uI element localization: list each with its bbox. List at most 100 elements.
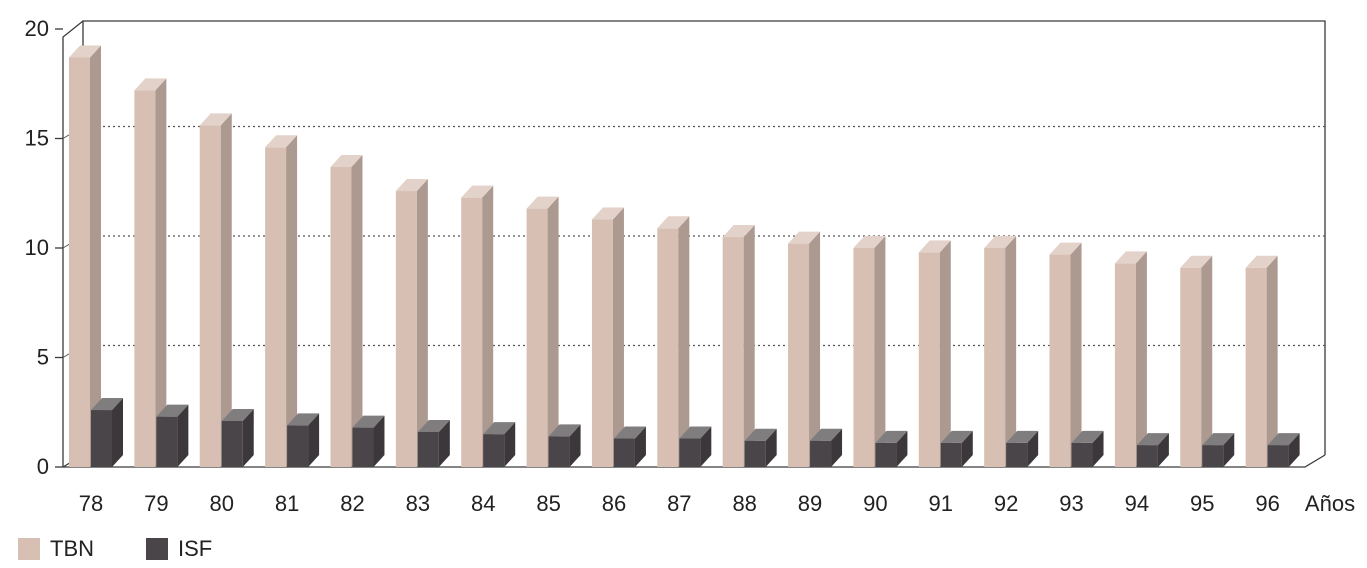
bar-isf-86-side: [634, 426, 646, 467]
x-tick-label: 80: [209, 491, 233, 516]
bar-isf-85-side: [569, 424, 581, 467]
bar-isf-93: [1071, 442, 1093, 467]
bar-isf-91-top: [940, 430, 973, 443]
bar-tbn-85-side: [547, 196, 559, 467]
x-tick-label: 78: [79, 491, 103, 516]
bar-isf-83: [417, 431, 439, 467]
bar-tbn-81-side: [286, 135, 298, 467]
bar-tbn-88-top: [722, 225, 755, 238]
bar-isf-80-side: [242, 409, 254, 467]
bar-tbn-89: [788, 243, 810, 467]
bar-tbn-92-side: [1005, 236, 1017, 467]
bar-tbn-91-side: [939, 240, 951, 467]
bar-isf-96-side: [1288, 433, 1300, 467]
bar-isf-85: [548, 436, 570, 467]
bar-isf-96: [1267, 445, 1289, 467]
bar-tbn-83-side: [416, 179, 428, 467]
x-tick-label: 91: [929, 491, 953, 516]
x-axis-label: Años: [1305, 491, 1355, 516]
bar-tbn-85-top: [526, 196, 559, 209]
bar-isf-84: [483, 434, 505, 467]
bar-tbn-85: [526, 208, 548, 467]
bar-isf-88-top: [744, 428, 777, 441]
y-tick-label: 5: [37, 345, 49, 370]
y-axis: [62, 20, 84, 467]
bar-tbn-93-side: [1070, 242, 1082, 467]
bar-isf-78-side: [112, 398, 123, 467]
bar-tbn-90: [853, 248, 875, 467]
bar-isf-82-side: [373, 415, 385, 467]
bar-isf-93-top: [1071, 430, 1104, 443]
bar-isf-96-top: [1267, 433, 1300, 446]
bar-tbn-96: [1245, 267, 1267, 467]
y-tick-label: 0: [37, 454, 49, 479]
bar-isf-80-top: [221, 409, 254, 422]
bar-tbn-88: [722, 237, 744, 467]
bar-isf-86-top: [613, 426, 646, 439]
bar-isf-79-top: [156, 404, 189, 417]
x-tick-label: 79: [144, 491, 168, 516]
bar-tbn-89-side: [809, 231, 821, 467]
bar-tbn-78-top: [69, 45, 101, 58]
bar-isf-95-side: [1223, 433, 1235, 467]
bar-isf-90-top: [875, 430, 908, 443]
bar-isf-87: [679, 438, 701, 467]
bar-isf-94-side: [1157, 433, 1169, 467]
bar-isf-94: [1136, 445, 1158, 467]
bar-isf-85-top: [548, 424, 581, 437]
bar-isf-80: [221, 421, 243, 467]
bar-isf-93-side: [1092, 430, 1104, 467]
bar-tbn-81-top: [265, 135, 298, 148]
bar-tbn-93-top: [1049, 242, 1082, 255]
bar-tbn-87: [657, 228, 679, 467]
bar-isf-84-side: [504, 422, 516, 467]
legend-label-isf: ISF: [178, 536, 213, 561]
x-tick-label: 84: [471, 491, 495, 516]
legend-swatch-tbn: [18, 538, 40, 560]
bar-tbn-82-side: [351, 154, 363, 467]
bar-tbn-87-side: [678, 216, 690, 467]
bar-isf-88: [744, 440, 766, 467]
bar-tbn-80-top: [199, 113, 232, 126]
bar-tbn-90-side: [874, 236, 886, 467]
bar-tbn-95-top: [1180, 255, 1213, 268]
x-tick-label: 87: [667, 491, 691, 516]
bar-tbn-95: [1180, 267, 1202, 467]
bar-isf-88-side: [765, 428, 777, 467]
bar-tbn-82-top: [330, 154, 363, 167]
bar-tbn-80: [199, 125, 221, 468]
bar-isf-81: [287, 425, 309, 467]
x-tick-label: 88: [732, 491, 756, 516]
bar-tbn-91: [918, 252, 940, 467]
bar-tbn-94: [1114, 263, 1136, 467]
x-tick-label: 96: [1255, 491, 1279, 516]
y-tick-label: 15: [25, 126, 49, 151]
x-tick-label: 89: [798, 491, 822, 516]
bar-tbn-80-side: [220, 113, 232, 468]
bar-tbn-84: [461, 197, 483, 467]
bar-isf-89-side: [831, 428, 843, 467]
bar-tbn-95-side: [1201, 255, 1213, 467]
legend: TBN ISF: [18, 536, 264, 562]
bar-isf-83-side: [438, 419, 450, 467]
bar-tbn-94-top: [1114, 251, 1147, 264]
bar-tbn-88-side: [743, 225, 755, 467]
legend-item-tbn: TBN: [18, 536, 94, 562]
bar-tbn-81: [265, 147, 287, 467]
bar-isf-81-side: [308, 413, 320, 467]
bar-isf-89-top: [810, 428, 843, 441]
bar-isf-78: [91, 410, 112, 467]
bar-tbn-86-top: [591, 207, 624, 220]
x-tick-label: 92: [994, 491, 1018, 516]
bar-isf-79-side: [177, 404, 189, 467]
bar-isf-86: [613, 438, 635, 467]
bar-isf-84-top: [483, 422, 516, 435]
bar-isf-90-side: [896, 430, 908, 467]
bar-tbn-89-top: [788, 231, 821, 244]
y-tick-label: 20: [25, 16, 49, 41]
bar-isf-82-top: [352, 415, 385, 428]
bar-isf-91-side: [961, 430, 973, 467]
bar-isf-81-top: [287, 413, 320, 426]
bar-tbn-79-top: [134, 78, 167, 91]
bar-tbn-92: [984, 248, 1006, 467]
